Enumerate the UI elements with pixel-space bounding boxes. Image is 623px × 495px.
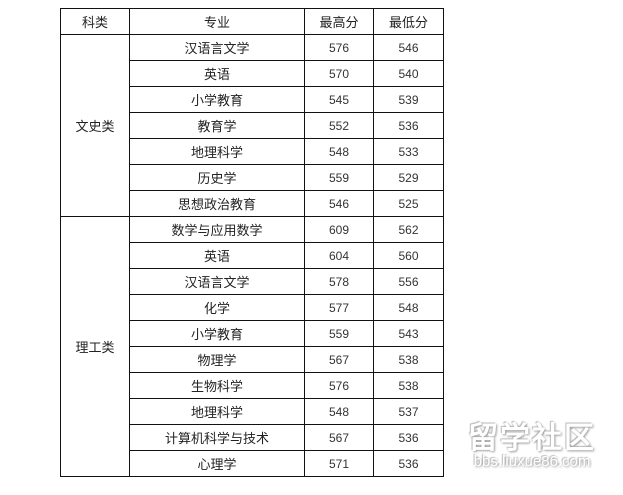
- max-score-cell: 570: [304, 60, 374, 87]
- table-row: 化学 577 548: [61, 294, 444, 321]
- max-score-cell: 559: [304, 164, 374, 191]
- min-score-cell: 560: [373, 242, 444, 269]
- major-cell: 物理学: [129, 346, 305, 373]
- header-category: 科类: [60, 8, 130, 35]
- max-score-cell: 609: [304, 216, 374, 243]
- major-cell: 汉语言文学: [129, 34, 305, 61]
- major-cell: 英语: [129, 242, 305, 269]
- max-score-cell: 552: [304, 112, 374, 139]
- max-score-cell: 567: [304, 346, 374, 373]
- major-cell: 汉语言文学: [129, 268, 305, 295]
- major-cell: 数学与应用数学: [129, 216, 305, 243]
- max-score-cell: 559: [304, 320, 374, 347]
- table-row: 历史学 559 529: [61, 164, 444, 191]
- score-table: 科类 专业 最高分 最低分 文史类 汉语言文学 576 546 英语 570 540 小学教育…: [60, 8, 444, 477]
- min-score-cell: 546: [373, 34, 444, 61]
- table-row: 地理科学 548 533: [61, 138, 444, 165]
- min-score-cell: 525: [373, 190, 444, 217]
- min-score-cell: 562: [373, 216, 444, 243]
- table-row: 物理学 567 538: [61, 346, 444, 373]
- table-row: 教育学 552 536: [61, 112, 444, 139]
- table-row: 汉语言文学 578 556: [61, 268, 444, 295]
- table-row: 思想政治教育 546 525: [61, 190, 444, 217]
- max-score-cell: 545: [304, 86, 374, 113]
- min-score-cell: 538: [373, 372, 444, 399]
- max-score-cell: 548: [304, 398, 374, 425]
- table-row: 文史类 汉语言文学 576 546: [60, 34, 444, 217]
- major-cell: 计算机科学与技术: [129, 424, 305, 451]
- header-max-score: 最高分: [304, 8, 374, 35]
- max-score-cell: 576: [304, 34, 374, 61]
- major-cell: 历史学: [129, 164, 305, 191]
- min-score-cell: 536: [373, 112, 444, 139]
- category-cell: 理工类: [60, 216, 130, 477]
- table-row: 心理学 571 536: [61, 450, 444, 477]
- major-cell: 心理学: [129, 450, 305, 477]
- watermark-url: bbs.liuxue86.com: [473, 453, 591, 470]
- table-row: 小学教育 545 539: [61, 86, 444, 113]
- header-row: 科类 专业 最高分 最低分: [60, 8, 444, 35]
- max-score-cell: 576: [304, 372, 374, 399]
- table-row: 英语 604 560: [61, 242, 444, 269]
- table-row: 英语 570 540: [61, 60, 444, 87]
- max-score-cell: 567: [304, 424, 374, 451]
- major-cell: 生物科学: [129, 372, 305, 399]
- max-score-cell: 578: [304, 268, 374, 295]
- header-min-score: 最低分: [373, 8, 444, 35]
- table-row: 理工类 数学与应用数学 609 562: [60, 216, 444, 477]
- max-score-cell: 548: [304, 138, 374, 165]
- max-score-cell: 546: [304, 190, 374, 217]
- max-score-cell: 604: [304, 242, 374, 269]
- major-cell: 地理科学: [129, 398, 305, 425]
- min-score-cell: 529: [373, 164, 444, 191]
- max-score-cell: 571: [304, 450, 374, 477]
- min-score-cell: 556: [373, 268, 444, 295]
- min-score-cell: 543: [373, 320, 444, 347]
- major-cell: 小学教育: [129, 86, 305, 113]
- min-score-cell: 548: [373, 294, 444, 321]
- major-cell: 小学教育: [129, 320, 305, 347]
- category-cell: 文史类: [60, 34, 130, 217]
- min-score-cell: 537: [373, 398, 444, 425]
- min-score-cell: 533: [373, 138, 444, 165]
- watermark-logo-text: 留学社区: [468, 421, 596, 456]
- major-cell: 教育学: [129, 112, 305, 139]
- major-cell: 地理科学: [129, 138, 305, 165]
- major-cell: 思想政治教育: [129, 190, 305, 217]
- min-score-cell: 538: [373, 346, 444, 373]
- min-score-cell: 539: [373, 86, 444, 113]
- header-major: 专业: [129, 8, 305, 35]
- major-cell: 英语: [129, 60, 305, 87]
- major-cell: 化学: [129, 294, 305, 321]
- watermark-logo: 留学社区 bbs.liuxue86.com: [452, 424, 612, 470]
- min-score-cell: 536: [373, 424, 444, 451]
- max-score-cell: 577: [304, 294, 374, 321]
- table-row: 小学教育 559 543: [61, 320, 444, 347]
- table-body: 文史类 汉语言文学 576 546 英语 570 540 小学教育 545 539 教育学 552 53…: [60, 34, 444, 477]
- min-score-cell: 540: [373, 60, 444, 87]
- min-score-cell: 536: [373, 450, 444, 477]
